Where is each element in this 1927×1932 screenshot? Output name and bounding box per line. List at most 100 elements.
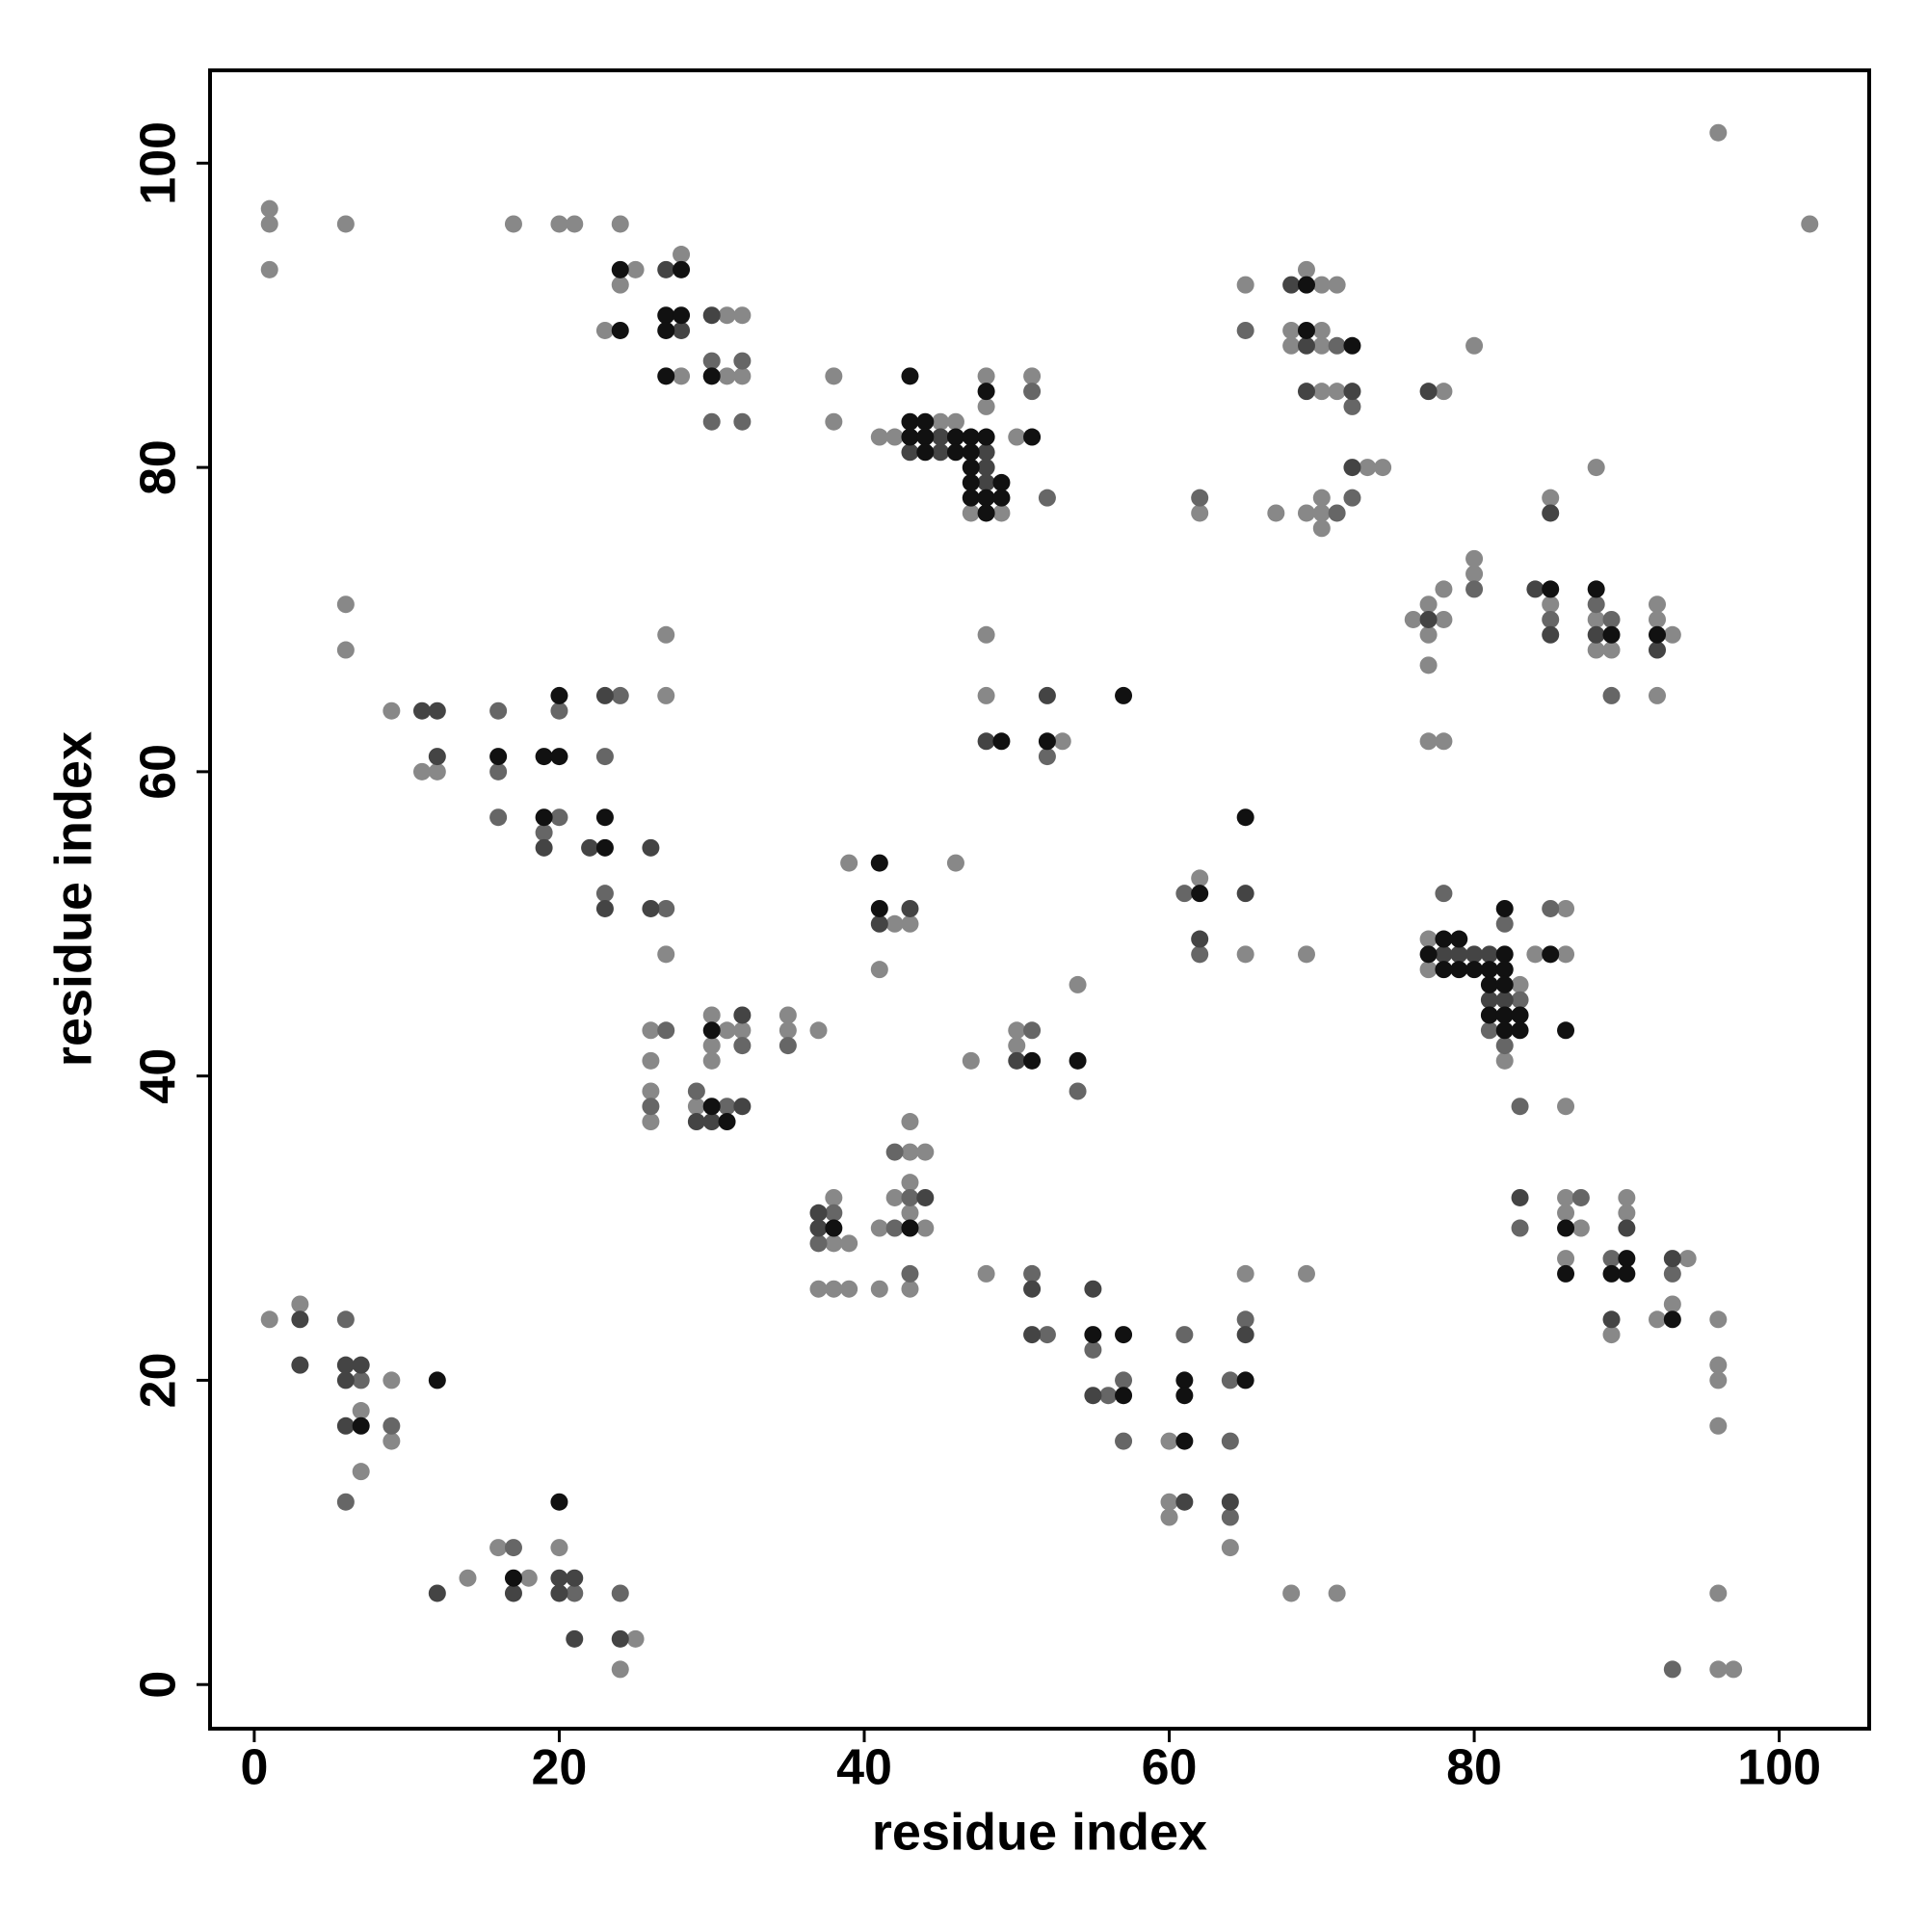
scatter-point — [1557, 1219, 1575, 1237]
scatter-point — [962, 459, 980, 477]
scatter-point — [428, 1371, 446, 1389]
scatter-point — [1343, 489, 1361, 507]
scatter-point — [1465, 549, 1484, 568]
scatter-point — [1435, 732, 1453, 751]
scatter-point — [1069, 1082, 1087, 1100]
scatter-point — [1419, 625, 1438, 644]
scatter-point — [1649, 610, 1667, 628]
scatter-point — [1663, 625, 1681, 644]
scatter-point — [1709, 1371, 1728, 1389]
scatter-point — [1542, 595, 1560, 614]
scatter-point — [1602, 1326, 1621, 1344]
scatter-point — [901, 428, 919, 446]
scatter-point — [962, 428, 980, 446]
scatter-point — [1649, 1310, 1667, 1329]
scatter-point — [1419, 595, 1438, 614]
scatter-point — [1663, 1295, 1681, 1313]
scatter-point — [1557, 1098, 1575, 1116]
scatter-point — [260, 199, 278, 218]
scatter-point — [291, 1356, 309, 1374]
scatter-point — [1282, 276, 1301, 294]
scatter-point — [428, 701, 446, 720]
scatter-point — [1297, 321, 1315, 339]
scatter-point — [673, 367, 691, 385]
scatter-point — [1282, 336, 1301, 355]
scatter-point — [1435, 945, 1453, 964]
y-tick-label: 80 — [131, 439, 187, 495]
scatter-point — [702, 352, 721, 370]
x-tick-label: 100 — [1737, 1740, 1821, 1796]
scatter-point — [1191, 930, 1209, 948]
scatter-point — [1602, 686, 1621, 704]
scatter-point — [673, 246, 691, 264]
scatter-point — [1053, 732, 1071, 751]
scatter-point — [1495, 975, 1514, 993]
scatter-point — [718, 1098, 736, 1116]
scatter-point — [1084, 1326, 1102, 1344]
scatter-point — [1175, 1326, 1194, 1344]
scatter-point — [1649, 595, 1667, 614]
scatter-point — [1602, 641, 1621, 659]
scatter-point — [1511, 991, 1529, 1009]
scatter-point — [1450, 930, 1468, 948]
scatter-point — [260, 1310, 278, 1329]
scatter-point — [611, 1629, 629, 1648]
scatter-point — [642, 1051, 660, 1070]
scatter-point — [977, 686, 995, 704]
scatter-point — [962, 473, 980, 491]
scatter-point — [1008, 1051, 1026, 1070]
scatter-point — [595, 885, 614, 903]
scatter-point — [901, 1204, 919, 1222]
scatter-point — [1008, 1037, 1026, 1055]
scatter-point — [1160, 1432, 1178, 1450]
scatter-point — [642, 899, 660, 917]
scatter-point — [1023, 1051, 1042, 1070]
scatter-point — [1221, 1371, 1239, 1389]
scatter-point — [687, 1082, 705, 1100]
scatter-point — [916, 412, 935, 431]
scatter-point — [1495, 945, 1514, 964]
scatter-point — [779, 1037, 797, 1055]
scatter-point — [1480, 991, 1498, 1009]
scatter-point — [702, 1006, 721, 1024]
scatter-point — [1297, 383, 1315, 401]
scatter-point — [733, 1098, 752, 1116]
scatter-point — [657, 945, 675, 964]
scatter-point — [977, 732, 995, 751]
scatter-point — [428, 748, 446, 766]
scatter-point — [901, 1113, 919, 1131]
scatter-point — [336, 1493, 355, 1511]
scatter-point — [1023, 1021, 1042, 1040]
scatter-point — [1191, 885, 1209, 903]
scatter-point — [1542, 489, 1560, 507]
scatter-point — [611, 686, 629, 704]
scatter-point — [885, 1188, 904, 1206]
scatter-point — [825, 412, 843, 431]
scatter-point — [566, 1569, 584, 1587]
scatter-point — [1511, 1021, 1529, 1040]
scatter-point — [657, 899, 675, 917]
scatter-point — [626, 1629, 645, 1648]
scatter-point — [642, 1098, 660, 1116]
scatter-point — [992, 504, 1011, 522]
scatter-point — [962, 504, 980, 522]
scatter-point — [1511, 1006, 1529, 1024]
scatter-point — [901, 1143, 919, 1161]
scatter-point — [291, 1295, 309, 1313]
scatter-point — [1709, 1584, 1728, 1602]
scatter-point — [885, 1219, 904, 1237]
scatter-point — [595, 899, 614, 917]
scatter-point — [595, 321, 614, 339]
scatter-point — [642, 1021, 660, 1040]
scatter-point — [733, 1006, 752, 1024]
scatter-point — [1312, 336, 1331, 355]
scatter-point — [550, 1539, 568, 1557]
scatter-point — [1175, 1387, 1194, 1405]
scatter-point — [1618, 1219, 1636, 1237]
scatter-point — [1557, 1188, 1575, 1206]
scatter-point — [489, 1539, 508, 1557]
scatter-point — [870, 961, 888, 979]
scatter-point — [702, 412, 721, 431]
scatter-point — [870, 1280, 888, 1298]
scatter-point — [809, 1280, 828, 1298]
